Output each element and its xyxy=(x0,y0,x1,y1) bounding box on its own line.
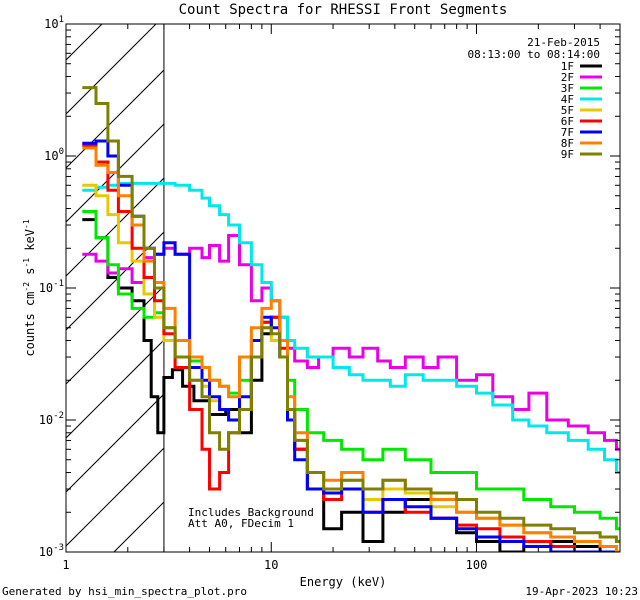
x-tick-label: 1 xyxy=(62,558,69,572)
hatch-line xyxy=(384,0,640,552)
legend-label-9F: 9F xyxy=(561,148,574,161)
legend-label-1F: 1F xyxy=(561,60,574,73)
y-label-part-2: s xyxy=(23,268,37,282)
x-tick-label: 100 xyxy=(466,558,488,572)
legend-time-range: 08:13:00 to 08:14:00 xyxy=(468,48,600,61)
y-label-part-1: counts cm xyxy=(23,292,37,357)
hatch-line xyxy=(66,123,164,223)
hatch-line xyxy=(66,24,157,115)
hatch-line xyxy=(66,447,164,547)
hatch-line xyxy=(66,24,103,61)
y-label-sup-2: -1 xyxy=(22,258,31,268)
legend-label-5F: 5F xyxy=(561,104,574,117)
series-line-6F xyxy=(82,144,620,552)
y-label-sup-1: -2 xyxy=(22,282,31,292)
legend-label-7F: 7F xyxy=(561,126,574,139)
hatch-line xyxy=(276,0,640,552)
series-lines xyxy=(82,86,620,552)
legend-date: 21-Feb-2015 xyxy=(527,36,600,49)
hatch-line xyxy=(438,0,640,552)
x-tick-label: 10 xyxy=(264,558,278,572)
y-label-part-3: keV xyxy=(23,229,37,258)
hatch-line xyxy=(66,393,164,493)
annotation-background: Includes Background xyxy=(188,506,314,519)
hatch-line xyxy=(66,285,164,385)
legend-label-2F: 2F xyxy=(561,71,574,84)
series-line-7F xyxy=(82,139,620,552)
chart-title: Count Spectra for RHESSI Front Segments xyxy=(179,2,508,18)
series-line-8F xyxy=(82,146,620,552)
y-tick-label: 100 xyxy=(44,147,64,163)
hatch-line xyxy=(330,0,640,552)
series-line-1F xyxy=(82,218,620,552)
hatched-region xyxy=(0,0,640,552)
hatch-line xyxy=(66,339,164,439)
hatch-lines xyxy=(0,0,640,552)
legend-label-6F: 6F xyxy=(561,115,574,128)
y-tick-label: 10-2 xyxy=(39,411,64,427)
hatch-line xyxy=(66,69,164,169)
footer-timestamp: 19-Apr-2023 10:23 xyxy=(525,585,638,598)
legend-label-3F: 3F xyxy=(561,82,574,95)
y-tick-label: 101 xyxy=(44,15,64,31)
legend-label-4F: 4F xyxy=(561,93,574,106)
y-label-sup-3: -1 xyxy=(22,219,31,229)
hatch-line xyxy=(66,177,164,277)
y-axis-label: counts cm-2 s-1 keV-1 xyxy=(22,219,37,356)
axes: 1 10 100 10-3 10-2 10-1 100 101 xyxy=(39,15,621,572)
hatch-line xyxy=(0,0,120,552)
series-line-9F xyxy=(82,86,620,543)
series-line-4F xyxy=(82,181,620,474)
series-line-5F xyxy=(82,183,620,552)
x-axis-label: Energy (keV) xyxy=(300,575,387,589)
legend-label-8F: 8F xyxy=(561,137,574,150)
footer-generator: Generated by hsi_min_spectra_plot.pro xyxy=(2,585,247,598)
y-tick-label: 10-1 xyxy=(39,279,64,295)
y-tick-label: 10-3 xyxy=(39,543,64,559)
annotation-attenuator: Att A0, FDecim 1 xyxy=(188,517,294,530)
